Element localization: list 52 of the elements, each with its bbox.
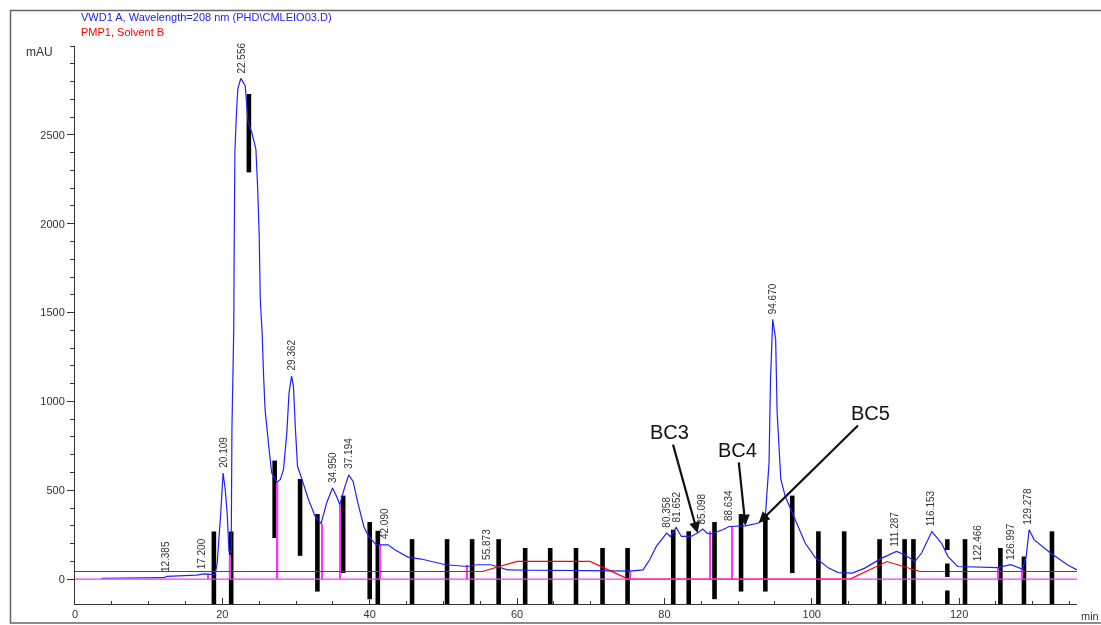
annotation: 81.652 — [670, 491, 682, 523]
bar — [902, 539, 907, 604]
bar — [789, 495, 795, 574]
annotation: 55.873 — [481, 528, 493, 560]
bar — [816, 531, 821, 604]
bar — [315, 514, 320, 592]
annotation: 37.194 — [343, 437, 355, 469]
annotation: 80.358 — [661, 496, 673, 528]
bar — [712, 522, 717, 600]
x-tick-label: 100 — [802, 608, 821, 621]
bar — [496, 539, 501, 604]
annotation: 20.109 — [217, 436, 229, 468]
bar — [670, 529, 676, 604]
text: PMP1, Solvent B — [81, 26, 165, 38]
bar — [877, 539, 882, 604]
annotation: 94.670 — [766, 283, 778, 315]
bar — [547, 548, 553, 604]
annotation: 129.278 — [1022, 488, 1034, 525]
bar — [367, 522, 373, 600]
y-tick-label: 1500 — [40, 306, 65, 319]
annotation: 111.287 — [889, 511, 901, 547]
annotation: 29.362 — [286, 339, 298, 371]
x-tick-label: 0 — [71, 608, 79, 621]
bar — [625, 548, 630, 604]
y-tick-label: 2500 — [40, 128, 65, 141]
x-tick-label: 60 — [510, 608, 524, 621]
annotation: 42.090 — [379, 508, 391, 540]
x-axis-title: min — [1081, 610, 1099, 622]
annotation: 116.153 — [925, 490, 937, 527]
x-tick-label: 20 — [216, 608, 229, 621]
x-tick-label: 120 — [949, 608, 969, 621]
x-tick-label: 80 — [658, 608, 671, 621]
annotation: 17.200 — [196, 538, 208, 570]
y-tick-label: 0 — [58, 572, 65, 585]
annotation: BC3 — [650, 421, 689, 443]
x-tick-label: 40 — [363, 608, 376, 621]
annotation: BC5 — [851, 402, 890, 424]
y-tick-label: 500 — [46, 484, 65, 497]
annotation: 88.634 — [723, 490, 734, 522]
annotation: 12.385 — [160, 541, 172, 573]
text: VWD1 A, Wavelength=208 nm (PHD\CMLEIO03.D) — [81, 11, 332, 23]
annotation: 126.997 — [1005, 523, 1017, 560]
y-tick-label: 1000 — [40, 395, 65, 408]
bar — [600, 548, 605, 604]
annotation: BC4 — [718, 439, 757, 461]
annotation: 122.466 — [972, 524, 984, 562]
annotation: 22.556 — [235, 42, 247, 74]
annotation: 34.950 — [327, 451, 339, 483]
y-tick-label: 2000 — [40, 217, 65, 230]
annotation: 85.098 — [696, 493, 708, 525]
bar — [911, 539, 916, 604]
y-axis-title: mAU — [26, 45, 53, 59]
